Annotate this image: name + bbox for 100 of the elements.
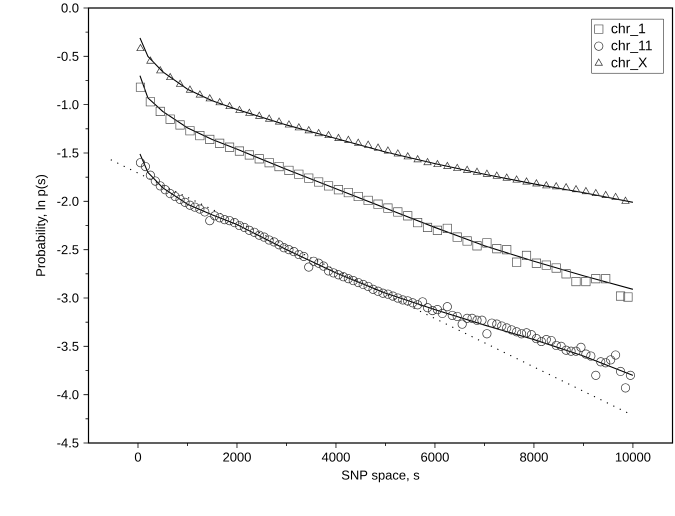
point: [254, 154, 264, 164]
point: [413, 218, 422, 228]
point: [532, 258, 541, 268]
point: [552, 182, 560, 190]
y-tick-label: -1.5: [57, 148, 78, 158]
point: [512, 258, 522, 267]
point: [562, 183, 570, 190]
point: [176, 80, 184, 87]
point: [294, 170, 304, 179]
point: [166, 114, 175, 124]
point: [383, 204, 392, 213]
point: [394, 149, 402, 156]
y-tick-label: -4.5: [57, 438, 78, 448]
point: [334, 185, 343, 194]
point: [156, 106, 165, 116]
point: [492, 244, 502, 254]
point: [294, 123, 303, 130]
point: [442, 224, 452, 233]
point: [304, 126, 313, 134]
point: [502, 245, 512, 254]
point: [572, 185, 580, 192]
point: [622, 196, 630, 204]
point: [344, 188, 353, 198]
point: [354, 192, 363, 202]
y-tick-label: -2.5: [57, 245, 78, 254]
point: [344, 136, 352, 143]
legend-label: chr_X: [612, 57, 648, 70]
point: [265, 114, 274, 122]
point: [612, 192, 620, 200]
legend-label: chr_1: [612, 23, 646, 36]
y-axis-title: Probability, ln p(s): [36, 174, 48, 276]
y-tick-label: -4.0: [57, 390, 78, 400]
legend-label: chr_11: [612, 40, 652, 54]
point: [314, 129, 323, 136]
point: [532, 179, 540, 186]
point: [473, 168, 481, 175]
point: [403, 211, 412, 220]
point: [452, 232, 462, 242]
point: [512, 176, 521, 183]
point: [364, 140, 372, 148]
x-tick-label: 8000: [520, 452, 548, 462]
point: [235, 106, 244, 113]
point: [482, 170, 491, 177]
point: [616, 292, 626, 301]
point: [472, 241, 482, 250]
point: [274, 162, 284, 172]
point: [542, 181, 550, 188]
point: [601, 274, 610, 284]
point: [453, 164, 462, 171]
point: [374, 144, 382, 151]
point: [424, 158, 432, 166]
point: [166, 73, 174, 80]
point: [195, 131, 204, 140]
point: [582, 187, 590, 194]
point: [602, 190, 610, 198]
point: [176, 120, 185, 130]
x-tick-label: 10000: [616, 452, 650, 462]
point: [571, 277, 581, 286]
point: [433, 160, 442, 168]
point: [542, 260, 551, 270]
point: [205, 134, 214, 144]
y-tick-label: 0.0: [61, 3, 78, 13]
point: [284, 120, 293, 128]
point: [146, 56, 154, 64]
point: [432, 226, 442, 235]
point: [136, 44, 144, 52]
point: [422, 222, 432, 232]
point: [384, 146, 392, 154]
point: [324, 131, 333, 138]
x-tick-label: 2000: [223, 452, 251, 462]
point: [334, 134, 342, 141]
point: [255, 112, 264, 119]
point: [216, 98, 224, 106]
point: [245, 108, 254, 116]
point: [581, 277, 590, 286]
point: [502, 174, 511, 181]
x-tick-label: 6000: [421, 452, 449, 462]
point: [522, 177, 530, 184]
point: [156, 66, 164, 74]
point: [414, 155, 422, 162]
point: [275, 118, 284, 125]
y-tick-label: -3.0: [57, 293, 78, 303]
point: [264, 158, 274, 168]
y-tick-label: -3.5: [57, 342, 78, 351]
point: [482, 238, 492, 248]
y-tick-label: -2.0: [57, 196, 78, 206]
point: [562, 269, 571, 278]
point: [284, 166, 294, 175]
point: [225, 142, 234, 152]
x-axis-title: SNP space, s: [342, 470, 420, 482]
point: [443, 162, 452, 169]
point: [623, 292, 633, 302]
point: [591, 274, 600, 284]
point: [244, 150, 254, 160]
point: [522, 250, 532, 260]
point: [196, 90, 204, 98]
y-tick-label: -0.5: [57, 52, 78, 61]
point: [364, 196, 373, 205]
point: [186, 86, 194, 93]
point: [404, 152, 412, 160]
